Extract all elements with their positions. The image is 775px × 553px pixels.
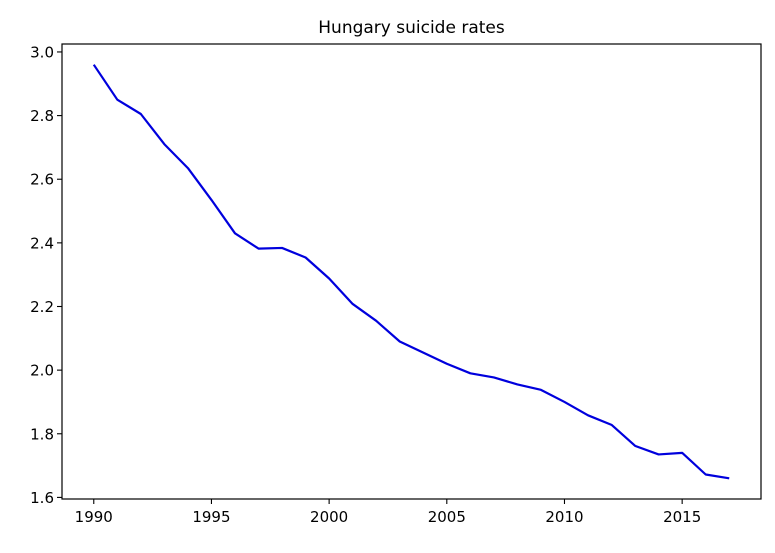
y-tick-label-2.6: 2.6: [30, 171, 54, 189]
y-tick-label-1.8: 1.8: [30, 425, 54, 443]
x-tick-label-2010: 2010: [545, 508, 583, 526]
x-tick-label-1990: 1990: [75, 508, 113, 526]
x-tick-label-2015: 2015: [663, 508, 701, 526]
y-tick-label-2: 2.0: [30, 362, 54, 380]
plot-area: 1990 1995 2000 2005 2010 2015 1.6 1.8 2.0 2.2 2.4 2…: [30, 43, 762, 526]
y-tick-label-2.2: 2.2: [30, 298, 54, 316]
x-tick-label-2000: 2000: [310, 508, 348, 526]
x-tick-label-1995: 1995: [192, 508, 230, 526]
chart-title: Hungary suicide rates: [318, 18, 505, 38]
y-tick-label-2.8: 2.8: [30, 107, 54, 125]
series-line: [92, 64, 730, 480]
y-tick-label-2.4: 2.4: [30, 234, 54, 252]
y-tick-label-1.6: 1.6: [30, 489, 54, 507]
axes-frame: [61, 43, 762, 500]
y-tick-label-3: 3.0: [30, 43, 54, 61]
x-tick-label-2005: 2005: [428, 508, 466, 526]
